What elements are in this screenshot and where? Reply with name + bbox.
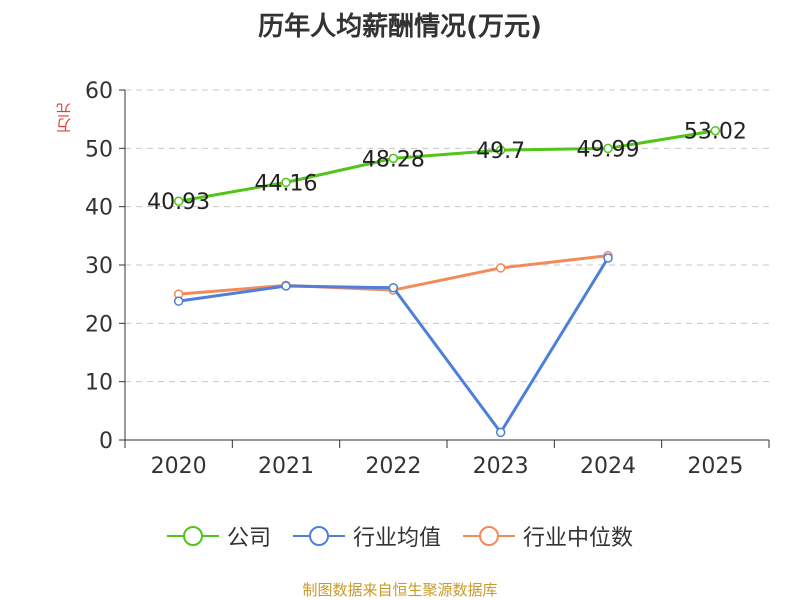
y-tick-label: 50 <box>85 137 113 162</box>
x-tick-label: 2020 <box>151 454 207 479</box>
series-line <box>178 129 716 203</box>
data-label: 49.99 <box>577 137 640 162</box>
data-point <box>173 296 184 306</box>
gridlines <box>125 89 769 383</box>
data-label: 49.7 <box>476 139 525 164</box>
axes: 0 10 20 30 40 50 60 2020 2021 2022 2023 2024 2025 <box>85 79 770 479</box>
data-point <box>281 281 291 291</box>
data-point <box>495 263 506 273</box>
y-tick-label: 10 <box>85 371 113 396</box>
legend-marker-industry-average <box>292 526 345 546</box>
data-label: 53.02 <box>684 120 747 145</box>
legend-label-company: 公司 <box>226 526 271 551</box>
legend-label-industry-average: 行业均值 <box>352 526 441 551</box>
y-tick-label: 60 <box>85 79 113 104</box>
x-tick-label: 2022 <box>365 454 421 479</box>
data-labels: 40.93 44.16 48.28 49.7 49.99 53.02 <box>147 120 747 216</box>
x-tick-label: 2023 <box>473 454 529 479</box>
x-tick-label: 2025 <box>687 454 743 479</box>
data-point <box>281 177 291 188</box>
y-tick-label: 30 <box>85 254 113 279</box>
source-note: 制图数据来自恒生聚源数据库 <box>302 581 498 599</box>
series-lines <box>173 125 721 438</box>
y-tick-label: 20 <box>85 312 113 337</box>
legend-marker-industry-median <box>463 526 515 546</box>
y-tick-label: 0 <box>99 429 113 454</box>
data-label: 48.28 <box>362 147 425 172</box>
legend-marker-company <box>166 526 219 546</box>
y-tick-label: 40 <box>85 196 113 221</box>
legend-item-company[interactable]: 公司 <box>166 520 271 552</box>
data-point <box>173 196 184 206</box>
data-point <box>495 427 506 438</box>
data-point <box>710 125 721 136</box>
legend: 公司 行业均值 行业中位数 <box>0 520 800 552</box>
data-point <box>603 143 613 154</box>
legend-label-industry-median: 行业中位数 <box>523 526 634 551</box>
data-point <box>388 153 399 164</box>
data-label: 40.93 <box>147 190 210 215</box>
data-point <box>495 145 506 155</box>
legend-item-industry-median[interactable]: 行业中位数 <box>463 520 633 552</box>
data-label: 44.16 <box>255 171 318 196</box>
x-tick-label: 2021 <box>258 454 314 479</box>
x-tick-label: 2024 <box>580 454 636 479</box>
data-point <box>388 283 399 293</box>
legend-item-industry-average[interactable]: 行业均值 <box>292 520 441 552</box>
chart-title: 历年人均薪酬情况(万元) <box>258 12 542 42</box>
data-point <box>603 253 613 263</box>
